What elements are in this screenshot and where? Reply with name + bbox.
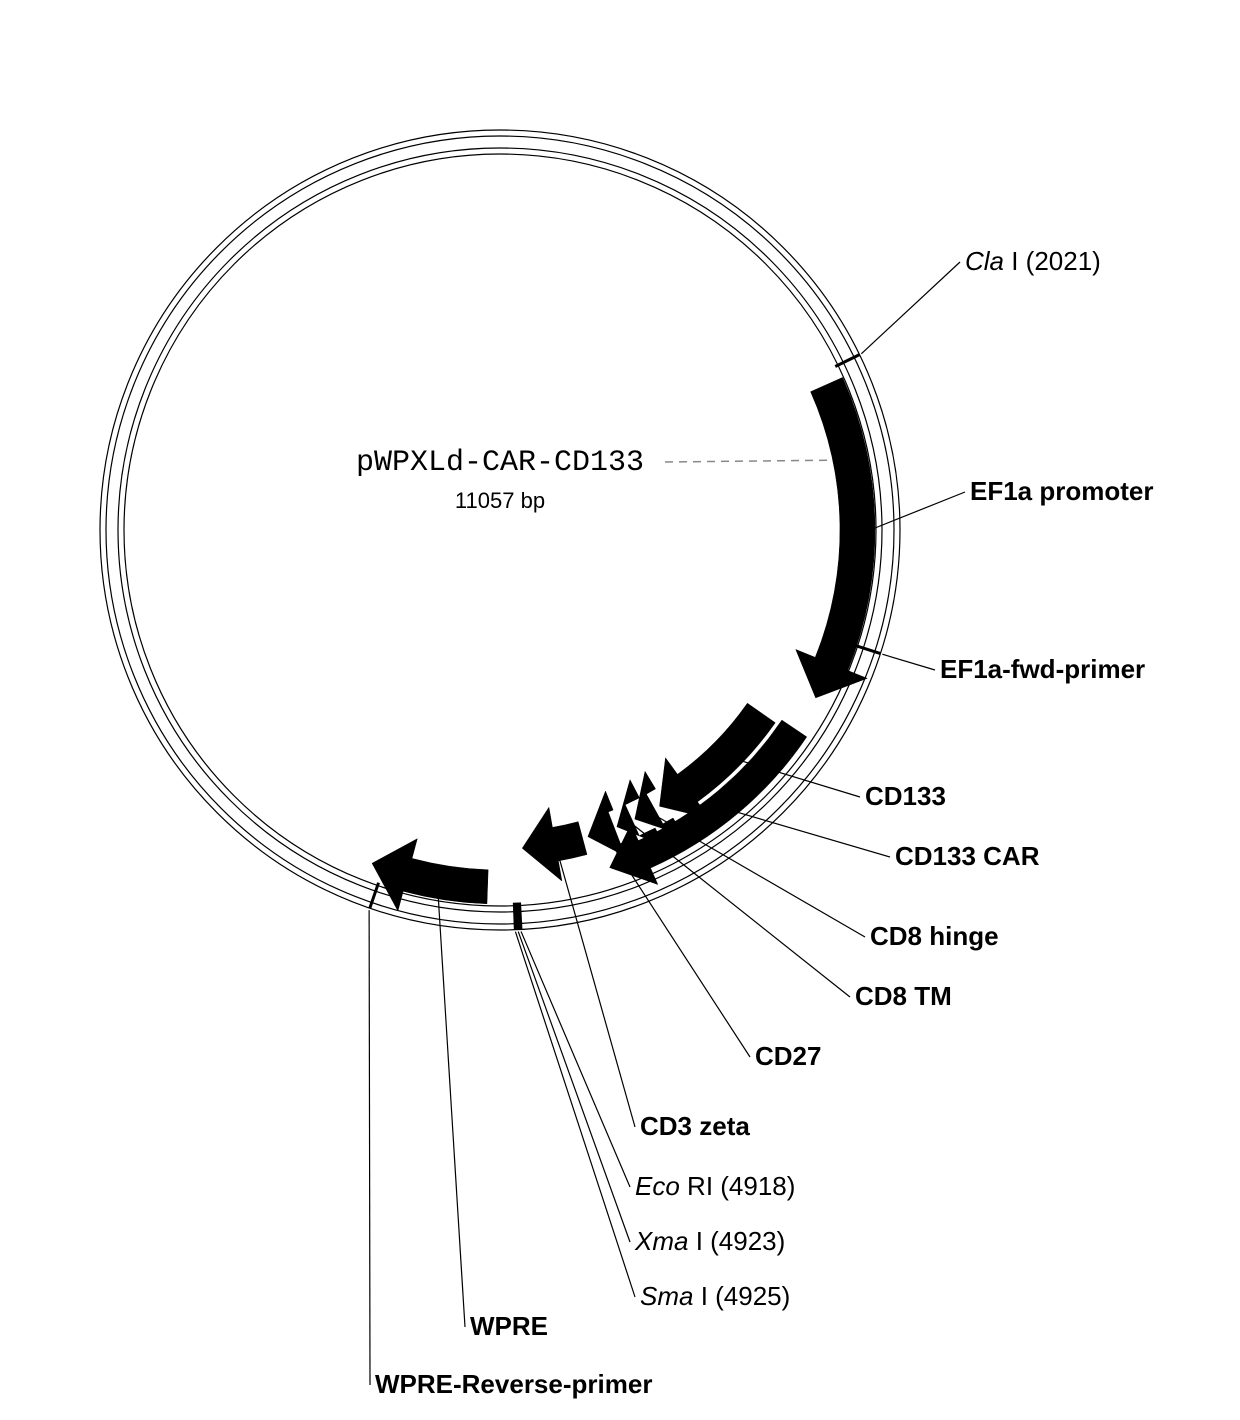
marker-label: Sma I (4925) (640, 1281, 790, 1311)
label-ef1a-promoter: EF1a promoter (970, 476, 1154, 506)
marker-label: EF1a-fwd-primer (940, 654, 1145, 684)
title-connector (665, 460, 850, 462)
feature-wpre (372, 839, 488, 911)
plasmid-name: pWPXLd-CAR-CD133 (356, 446, 644, 480)
feature-cd3-zeta (522, 807, 587, 881)
plasmid-size: 11057 bp (455, 488, 545, 513)
label-cd8-hinge: CD8 hinge (870, 921, 999, 951)
label-cd27: CD27 (755, 1041, 821, 1071)
label-cd133-car: CD133 CAR (895, 841, 1040, 871)
label-cd133: CD133 (865, 781, 946, 811)
label-wpre: WPRE (470, 1311, 548, 1341)
marker-label: WPRE-Reverse-primer (375, 1369, 652, 1399)
plasmid-map: pWPXLd-CAR-CD133 11057 bp EF1a promoter CD1… (0, 0, 1240, 1420)
label-cd8-tm: CD8 TM (855, 981, 952, 1011)
marker-label: Cla I (2021) (965, 246, 1101, 276)
label-cd3-zeta: CD3 zeta (640, 1111, 750, 1141)
marker-label: Eco RI (4918) (635, 1171, 795, 1201)
marker-label: Xma I (4923) (634, 1226, 785, 1256)
